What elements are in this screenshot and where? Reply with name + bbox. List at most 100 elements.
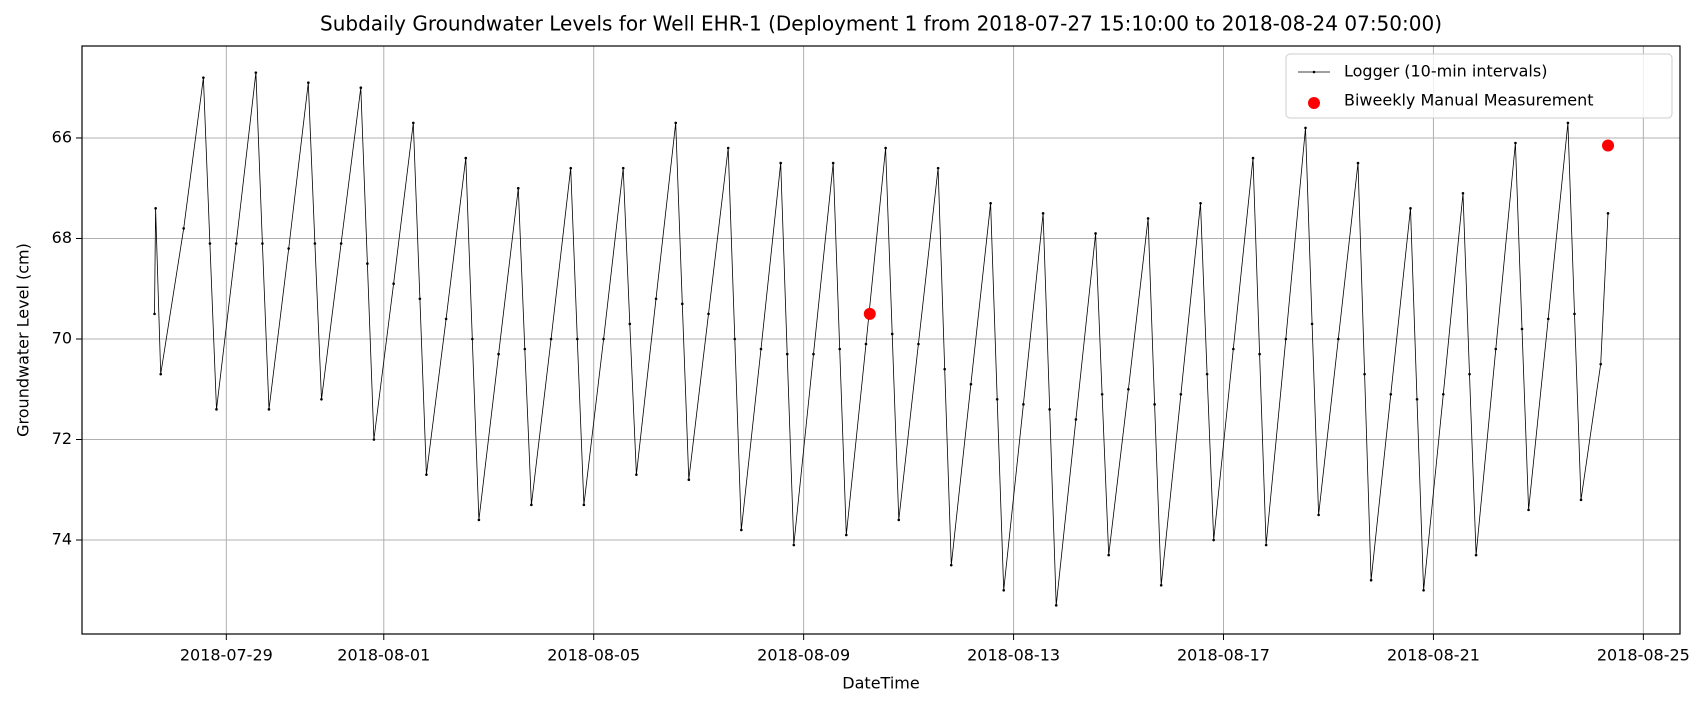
logger-point: [1474, 553, 1478, 557]
logger-point: [759, 347, 763, 351]
logger-point: [1258, 352, 1261, 356]
logger-point: [1153, 403, 1156, 406]
logger-point: [339, 242, 343, 245]
manual-point: [863, 307, 876, 320]
logger-point: [884, 146, 887, 150]
y-tick-label: 70: [52, 328, 72, 347]
manual-point: [1602, 139, 1615, 152]
logger-point: [621, 166, 625, 170]
logger-point: [812, 352, 815, 356]
legend-label: Biweekly Manual Measurement: [1344, 91, 1594, 110]
logger-point: [687, 478, 691, 482]
logger-point: [1264, 543, 1268, 547]
x-tick-label: 2018-08-13: [967, 646, 1060, 665]
logger-point: [497, 352, 500, 356]
logger-point: [1002, 588, 1006, 592]
logger-point: [1579, 498, 1583, 502]
logger-point: [1441, 392, 1445, 396]
logger-point: [471, 337, 474, 341]
logger-point: [582, 503, 586, 507]
logger-point: [831, 161, 835, 165]
logger-point: [707, 312, 710, 316]
legend-label: Logger (10-min intervals): [1344, 62, 1547, 81]
logger-point: [1074, 418, 1078, 421]
logger-point: [1566, 121, 1570, 125]
logger-point: [1415, 398, 1419, 401]
logger-point: [523, 347, 527, 351]
legend-marker: [1308, 97, 1320, 109]
logger-point: [890, 332, 894, 336]
logger-point: [1514, 141, 1517, 145]
logger-point: [1100, 392, 1104, 396]
logger-point: [372, 438, 376, 441]
logger-point: [1310, 322, 1314, 326]
logger-point: [1363, 372, 1366, 376]
logger-point: [1527, 508, 1530, 512]
logger-point: [1041, 212, 1045, 215]
logger-point: [516, 186, 520, 190]
logger-point: [1094, 232, 1097, 235]
logger-point: [477, 518, 481, 522]
logger-point: [154, 207, 157, 210]
logger-point: [418, 297, 422, 301]
x-tick-label: 2018-08-05: [547, 646, 640, 665]
logger-point: [1284, 337, 1288, 341]
logger-point: [1409, 207, 1412, 210]
logger-point: [949, 563, 953, 567]
logger-point: [1369, 578, 1373, 582]
logger-point: [1048, 408, 1051, 411]
logger-point: [733, 337, 737, 341]
x-tick-label: 2018-08-17: [1177, 646, 1270, 665]
logger-point: [1179, 392, 1183, 396]
plot-frame: [81, 45, 1681, 635]
logger-point: [1054, 604, 1058, 607]
x-tick-label: 2018-08-21: [1387, 646, 1480, 665]
y-axis-label: Groundwater Level (cm): [14, 243, 33, 437]
logger-point: [464, 156, 468, 160]
x-tick-label: 2018-08-01: [337, 646, 430, 665]
y-tick-label: 68: [52, 228, 72, 247]
logger-point: [680, 302, 684, 306]
logger-point: [726, 146, 730, 150]
chart-title: Subdaily Groundwater Levels for Well EHR…: [320, 12, 1442, 36]
logger-point: [153, 312, 156, 316]
logger-point: [969, 382, 973, 386]
logger-point: [208, 242, 212, 245]
logger-point: [1205, 372, 1209, 376]
logger-point: [1606, 212, 1610, 215]
logger-point: [444, 317, 448, 321]
logger-point: [864, 342, 868, 346]
logger-point: [1389, 392, 1393, 396]
logger-point: [897, 518, 901, 522]
logger-point: [569, 166, 573, 170]
logger-point: [989, 202, 992, 205]
logger-point: [995, 398, 999, 401]
logger-point: [602, 337, 605, 341]
logger-point: [917, 342, 920, 346]
logger-point: [635, 473, 638, 476]
logger-point: [1212, 538, 1215, 542]
logger-point: [1251, 156, 1255, 160]
logger-point: [1461, 191, 1465, 195]
logger-point: [785, 352, 789, 356]
y-tick-label: 74: [52, 530, 72, 549]
logger-point: [1304, 126, 1307, 130]
logger-point: [654, 297, 658, 301]
logger-point: [838, 347, 842, 351]
logger-point: [936, 166, 940, 170]
logger-point: [1317, 513, 1320, 517]
logger-point: [1146, 217, 1150, 220]
logger-point: [425, 473, 428, 476]
logger-point: [1107, 553, 1110, 557]
logger-point: [549, 337, 553, 341]
x-axis-label: DateTime: [842, 674, 919, 693]
logger-point: [359, 86, 363, 90]
logger-point: [740, 528, 743, 532]
logger-point: [1573, 312, 1576, 316]
logger-point: [1337, 337, 1340, 341]
logger-point: [1159, 583, 1163, 587]
logger-point: [254, 71, 258, 74]
logger-point: [1232, 347, 1235, 351]
logger-point: [844, 533, 848, 537]
